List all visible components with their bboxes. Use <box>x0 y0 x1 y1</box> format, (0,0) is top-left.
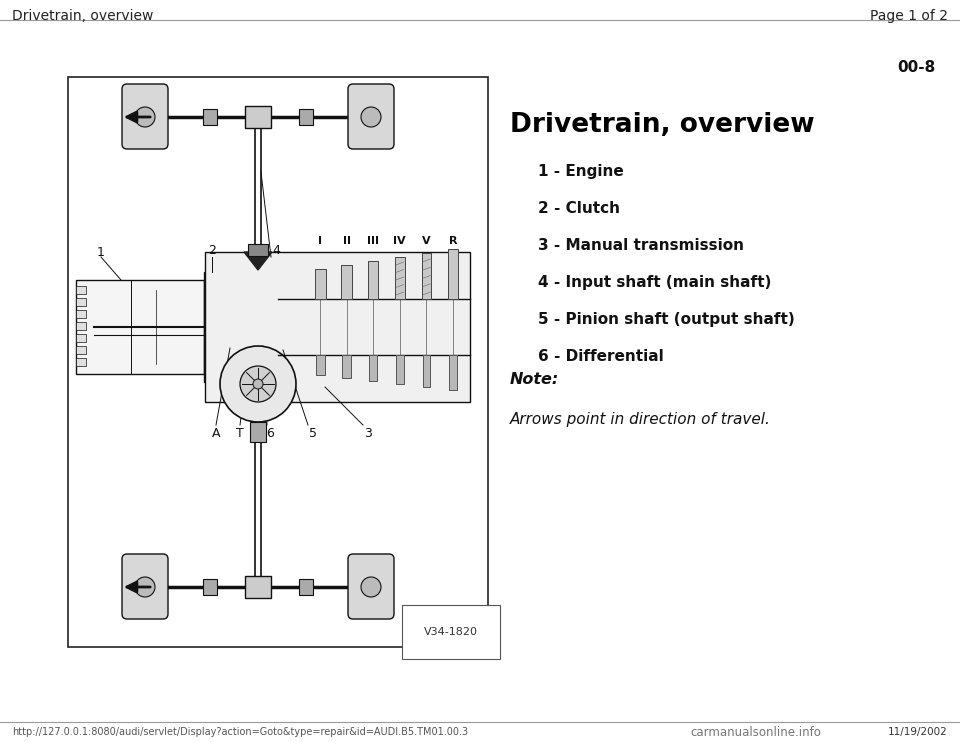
Bar <box>368 261 378 299</box>
Text: Drivetrain, overview: Drivetrain, overview <box>510 112 815 138</box>
Text: Drivetrain, overview: Drivetrain, overview <box>12 9 154 23</box>
FancyBboxPatch shape <box>122 84 168 149</box>
Bar <box>205 252 470 402</box>
Circle shape <box>135 107 155 127</box>
FancyBboxPatch shape <box>348 554 394 619</box>
Circle shape <box>220 346 296 422</box>
Bar <box>448 249 458 299</box>
Text: Page 1 of 2: Page 1 of 2 <box>870 9 948 23</box>
Bar <box>449 355 457 390</box>
Bar <box>204 272 205 382</box>
Text: IV: IV <box>394 236 406 246</box>
Text: III: III <box>367 236 379 246</box>
Text: V34-1820: V34-1820 <box>424 627 478 637</box>
Bar <box>369 355 377 381</box>
Polygon shape <box>244 252 272 270</box>
Bar <box>203 579 217 595</box>
Text: 4: 4 <box>272 243 280 257</box>
Text: 00-8: 00-8 <box>897 60 935 75</box>
Text: II: II <box>343 236 350 246</box>
Bar <box>203 109 217 125</box>
Text: 2 - Clutch: 2 - Clutch <box>538 201 620 216</box>
Bar <box>68 77 488 647</box>
Text: 3 - Manual transmission: 3 - Manual transmission <box>538 238 744 253</box>
Bar <box>396 355 404 384</box>
Bar <box>245 576 271 598</box>
Bar <box>299 109 313 125</box>
Text: 4 - Input shaft (main shaft): 4 - Input shaft (main shaft) <box>538 275 772 290</box>
Bar <box>76 280 204 374</box>
Text: T: T <box>236 427 244 440</box>
Bar <box>76 298 86 306</box>
Text: V: V <box>422 236 431 246</box>
Bar <box>76 286 86 294</box>
FancyBboxPatch shape <box>348 84 394 149</box>
Text: http://127.0.0.1:8080/audi/servlet/Display?action=Goto&type=repair&id=AUDI.B5.TM: http://127.0.0.1:8080/audi/servlet/Displ… <box>12 727 468 737</box>
Bar <box>250 422 266 442</box>
Text: 11/19/2002: 11/19/2002 <box>888 727 948 737</box>
Bar <box>395 257 405 299</box>
Circle shape <box>253 379 263 389</box>
Text: Arrows point in direction of travel.: Arrows point in direction of travel. <box>510 412 771 427</box>
Bar <box>76 322 86 330</box>
Text: 1 - Engine: 1 - Engine <box>538 164 624 179</box>
Text: 6 - Differential: 6 - Differential <box>538 349 663 364</box>
Circle shape <box>135 577 155 597</box>
Text: Note:: Note: <box>510 372 560 387</box>
Text: R: R <box>448 236 457 246</box>
Bar <box>76 346 86 354</box>
Bar <box>248 244 268 256</box>
Circle shape <box>361 107 381 127</box>
FancyBboxPatch shape <box>122 554 168 619</box>
Bar <box>76 310 86 318</box>
Text: 2: 2 <box>208 243 216 257</box>
Circle shape <box>361 577 381 597</box>
Bar <box>315 269 325 299</box>
Bar <box>76 358 86 366</box>
Bar <box>299 579 313 595</box>
Text: 3: 3 <box>364 427 372 440</box>
Text: I: I <box>318 236 322 246</box>
Text: A: A <box>212 427 220 440</box>
Bar <box>341 265 352 299</box>
Bar <box>245 106 271 128</box>
Text: 5: 5 <box>309 427 317 440</box>
Bar <box>76 334 86 342</box>
Bar <box>343 355 351 378</box>
Bar <box>316 355 324 375</box>
Text: carmanualsonline.info: carmanualsonline.info <box>690 726 821 738</box>
Bar <box>421 253 431 299</box>
Circle shape <box>240 366 276 402</box>
Text: 5 - Pinion shaft (output shaft): 5 - Pinion shaft (output shaft) <box>538 312 795 327</box>
Text: 1: 1 <box>97 246 105 258</box>
Text: 6: 6 <box>266 427 274 440</box>
Bar <box>422 355 430 387</box>
